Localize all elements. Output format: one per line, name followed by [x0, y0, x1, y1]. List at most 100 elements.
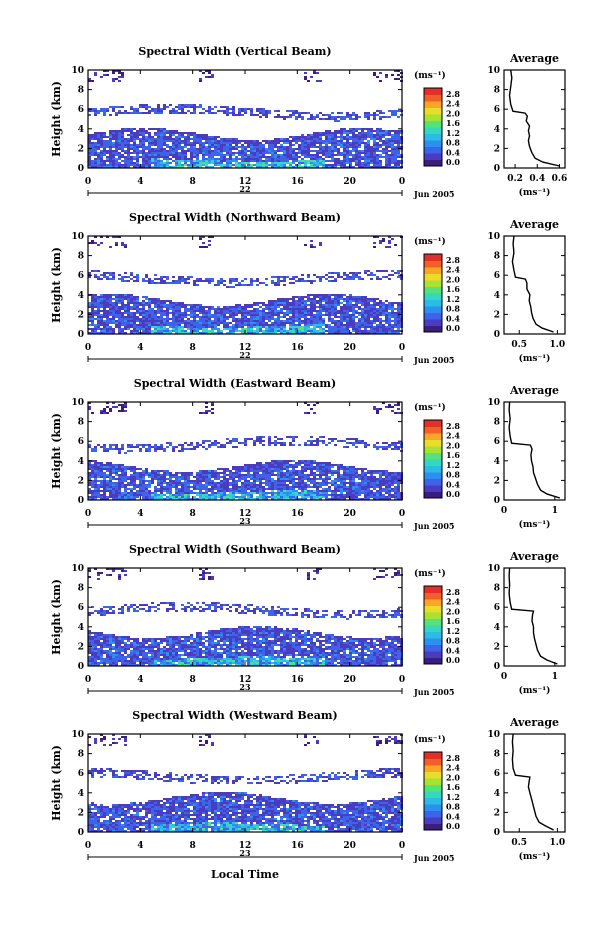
- heatmap-cell: [133, 300, 136, 302]
- heatmap-cell: [340, 314, 343, 316]
- heatmap-cell: [382, 326, 385, 328]
- heatmap-cell: [169, 104, 172, 106]
- heatmap-cell: [256, 164, 259, 166]
- heatmap-cell: [127, 306, 130, 308]
- heatmap-cell: [304, 142, 307, 144]
- heatmap-cell: [94, 152, 97, 154]
- heatmap-cell: [277, 316, 280, 318]
- heatmap-cell: [328, 118, 331, 120]
- heatmap-cell: [379, 110, 382, 112]
- heatmap-cell: [358, 320, 361, 322]
- heatmap-cell: [178, 134, 181, 136]
- heatmap-cell: [280, 308, 283, 310]
- heatmap-cell: [217, 490, 220, 492]
- heatmap-cell: [133, 146, 136, 148]
- heatmap-cell: [328, 164, 331, 166]
- heatmap-cell: [379, 326, 382, 328]
- heatmap-cell: [364, 304, 367, 306]
- heatmap-cell: [385, 156, 388, 158]
- heatmap-cell: [298, 304, 301, 306]
- heatmap-cell: [334, 332, 337, 334]
- heatmap-cell: [379, 80, 382, 82]
- heatmap-cell: [187, 138, 190, 140]
- heatmap-cell: [94, 114, 97, 116]
- heatmap-cell: [283, 146, 286, 148]
- heatmap-cell: [184, 486, 187, 488]
- heatmap-cell: [394, 142, 397, 144]
- heatmap-cell: [91, 492, 94, 494]
- heatmap-cell: [262, 302, 265, 304]
- heatmap-cell: [229, 156, 232, 158]
- heatmap-cell: [175, 144, 178, 146]
- heatmap-cell: [121, 76, 124, 78]
- heatmap-cell: [103, 152, 106, 154]
- heatmap-cell: [214, 440, 217, 442]
- heatmap-cell: [112, 158, 115, 160]
- heatmap-cell: [88, 476, 91, 478]
- heatmap-cell: [391, 144, 394, 146]
- heatmap-cell: [340, 294, 343, 296]
- heatmap-cell: [397, 330, 400, 332]
- heatmap-cell: [391, 270, 394, 272]
- heatmap-cell: [118, 294, 121, 296]
- heatmap-cell: [226, 468, 229, 470]
- heatmap-cell: [124, 452, 127, 454]
- heatmap-cell: [175, 302, 178, 304]
- heatmap-cell: [340, 320, 343, 322]
- heatmap-cell: [91, 138, 94, 140]
- heatmap-cell: [310, 146, 313, 148]
- heatmap-cell: [361, 332, 364, 334]
- heatmap-cell: [274, 332, 277, 334]
- heatmap-cell: [100, 318, 103, 320]
- heatmap-cell: [217, 284, 220, 286]
- heatmap-cell: [205, 330, 208, 332]
- heatmap-cell: [169, 152, 172, 154]
- heatmap-cell: [217, 486, 220, 488]
- heatmap-cell: [106, 136, 109, 138]
- heatmap-cell: [247, 326, 250, 328]
- heatmap-cell: [262, 322, 265, 324]
- heatmap-cell: [259, 282, 262, 284]
- heatmap-cell: [130, 148, 133, 150]
- heatmap-cell: [322, 118, 325, 120]
- heatmap-cell: [298, 320, 301, 322]
- heatmap-cell: [244, 494, 247, 496]
- heatmap-cell: [103, 74, 106, 76]
- heatmap-cell: [166, 146, 169, 148]
- heatmap-cell: [163, 134, 166, 136]
- heatmap-cell: [346, 158, 349, 160]
- heatmap-cell: [268, 156, 271, 158]
- heatmap-cell: [121, 472, 124, 474]
- heatmap-cell: [328, 300, 331, 302]
- heatmap-cell: [190, 106, 193, 108]
- heatmap-cell: [130, 326, 133, 328]
- heatmap-cell: [220, 330, 223, 332]
- heatmap-cell: [106, 150, 109, 152]
- heatmap-cell: [337, 150, 340, 152]
- avg-y-tick-label: 10: [487, 232, 500, 242]
- heatmap-cell: [121, 134, 124, 136]
- heatmap-cell: [184, 306, 187, 308]
- heatmap-cell: [328, 134, 331, 136]
- heatmap-cell: [94, 448, 97, 450]
- heatmap-cell: [112, 294, 115, 296]
- heatmap-cell: [328, 328, 331, 330]
- heatmap-cell: [196, 162, 199, 164]
- heatmap-cell: [283, 298, 286, 300]
- heatmap-cell: [217, 484, 220, 486]
- heatmap-cell: [184, 480, 187, 482]
- heatmap-cell: [286, 332, 289, 334]
- heatmap-cell: [262, 148, 265, 150]
- heatmap-cell: [118, 326, 121, 328]
- heatmap-cell: [256, 152, 259, 154]
- heatmap-cell: [253, 332, 256, 334]
- heatmap-cell: [133, 156, 136, 158]
- heatmap-cell: [121, 132, 124, 134]
- heatmap-cell: [286, 310, 289, 312]
- heatmap-cell: [94, 166, 97, 168]
- heatmap-cell: [142, 142, 145, 144]
- heatmap-cell: [304, 302, 307, 304]
- heatmap-cell: [379, 328, 382, 330]
- heatmap-cell: [97, 316, 100, 318]
- heatmap-cell: [364, 134, 367, 136]
